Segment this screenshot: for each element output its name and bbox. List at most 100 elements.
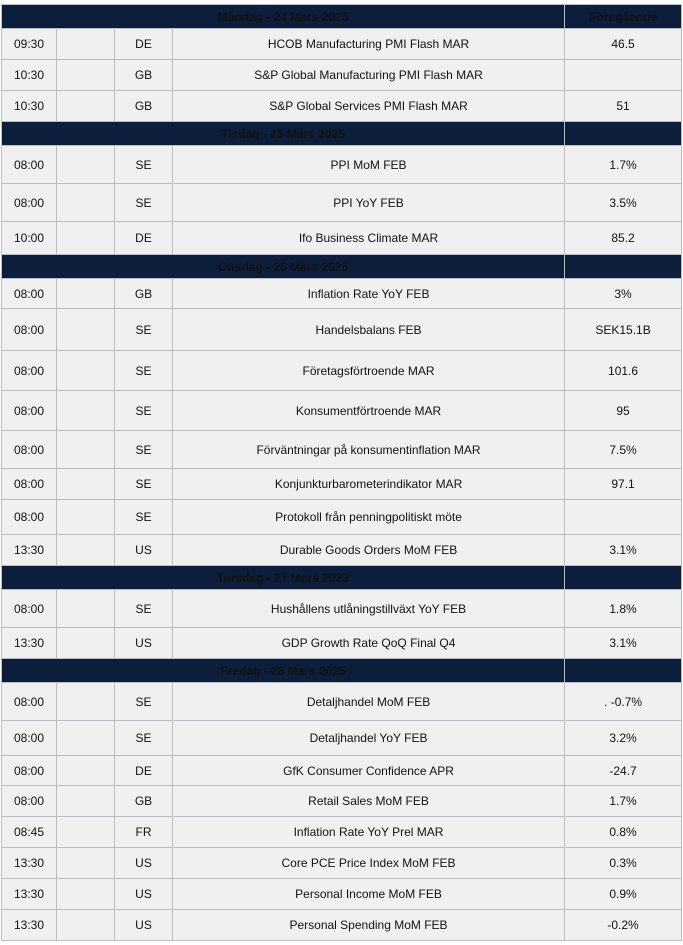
event-name: Konjunkturbarometerindikator MAR	[171, 468, 566, 500]
event-row: 08:00 SE Detaljhandel MoM FEB. -0.7%	[1, 682, 683, 721]
day-title: Tisdag - 25 Mars 2025	[0, 121, 566, 146]
event-country: SE	[114, 468, 173, 500]
event-country: SE	[114, 350, 173, 391]
event-name: Core PCE Price Index MoM FEB	[171, 847, 566, 879]
event-country: FR	[114, 816, 173, 848]
event-row: 08:45 FR Inflation Rate YoY Prel MAR 0.8%	[1, 816, 683, 848]
event-row: 08:00 SE PPI MoM FEB 1.7%	[1, 145, 683, 184]
event-country: US	[114, 627, 173, 659]
event-time: 08:00	[1, 350, 57, 391]
event-row: 08:00 SE Detaljhandel YoY FEB 3.2%	[1, 720, 683, 756]
flag-cell	[56, 785, 115, 817]
event-time: 08:00	[1, 720, 57, 756]
event-name: Durable Goods Orders MoM FEB	[171, 534, 566, 566]
event-row: 10:30 GB S&P Global Manufacturing PMI Flas…	[1, 59, 683, 91]
event-previous: 0.9%	[564, 878, 683, 910]
event-row: 10:00 DE Ifo Business Climate MAR 85.2	[1, 221, 683, 255]
event-time: 13:30	[1, 909, 57, 941]
event-time: 13:30	[1, 847, 57, 879]
event-name: Inflation Rate YoY FEB	[171, 278, 566, 309]
event-previous: 85.2	[564, 221, 683, 255]
event-previous: 3.2%	[564, 720, 683, 756]
event-country: US	[114, 909, 173, 941]
event-country: GB	[114, 278, 173, 309]
event-row: 13:30 US Personal Income MoM FEB 0.9%	[1, 878, 683, 910]
flag-cell	[56, 720, 115, 756]
flag-cell	[56, 430, 115, 469]
event-row: 08:00 SE Handelsbalans FEB SEK15.1B	[1, 308, 683, 351]
day-title: Torsdag - 27 Mars 2025	[0, 565, 566, 590]
flag-cell	[56, 755, 115, 786]
event-time: 08:00	[1, 589, 57, 628]
event-row: 08:00 SE Protokoll från penningpolitiskt m…	[1, 499, 683, 535]
event-previous: 1.8%	[564, 589, 683, 628]
event-time: 08:00	[1, 390, 57, 431]
event-country: SE	[114, 308, 173, 351]
event-previous	[564, 59, 683, 91]
event-previous: 1.7%	[564, 145, 683, 184]
event-country: DE	[114, 221, 173, 255]
event-time: 08:00	[1, 145, 57, 184]
event-name: Detaljhandel YoY FEB	[171, 720, 566, 756]
event-previous: 95	[564, 390, 683, 431]
day-title: Fredag - 28 Mars 2025	[0, 658, 566, 683]
event-country: US	[114, 534, 173, 566]
event-previous: 3.1%	[564, 534, 683, 566]
event-time: 08:00	[1, 468, 57, 500]
day-header-row: Måndag - 24 Mars 2025 Föregående	[0, 4, 683, 29]
event-time: 13:30	[1, 878, 57, 910]
flag-cell	[56, 499, 115, 535]
event-country: SE	[114, 720, 173, 756]
event-name: Retail Sales MoM FEB	[171, 785, 566, 817]
previous-column-header	[564, 658, 683, 683]
event-row: 13:30 US Personal Spending MoM FEB -0.2%	[1, 909, 683, 941]
event-row: 08:00 GB Inflation Rate YoY FEB 3%	[1, 278, 683, 309]
event-name: Förväntningar på konsumentinflation MAR	[171, 430, 566, 469]
event-name: PPI MoM FEB	[171, 145, 566, 184]
event-name: S&P Global Manufacturing PMI Flash MAR	[171, 59, 566, 91]
event-name: Handelsbalans FEB	[171, 308, 566, 351]
event-row: 08:00 SE Förväntningar på konsumentinflati…	[1, 430, 683, 469]
event-row: 08:00 SE Företagsförtroende MAR 101.6	[1, 350, 683, 391]
flag-cell	[56, 878, 115, 910]
event-time: 10:30	[1, 90, 57, 122]
event-previous: 0.8%	[564, 816, 683, 848]
event-name: Hushållens utlåningstillväxt YoY FEB	[171, 589, 566, 628]
event-previous: 0.3%	[564, 847, 683, 879]
flag-cell	[56, 627, 115, 659]
event-country: SE	[114, 390, 173, 431]
event-row: 08:00 DE GfK Consumer Confidence APR -24.7	[1, 755, 683, 786]
flag-cell	[56, 682, 115, 721]
event-name: HCOB Manufacturing PMI Flash MAR	[171, 28, 566, 60]
event-name: S&P Global Services PMI Flash MAR	[171, 90, 566, 122]
flag-cell	[56, 221, 115, 255]
event-country: US	[114, 847, 173, 879]
economic-calendar-table: Måndag - 24 Mars 2025 Föregående 09:30 DE HC…	[0, 4, 683, 941]
event-time: 08:00	[1, 183, 57, 222]
event-time: 08:00	[1, 785, 57, 817]
event-previous: 7.5%	[564, 430, 683, 469]
flag-cell	[56, 278, 115, 309]
day-header-row: Tisdag - 25 Mars 2025	[0, 121, 683, 146]
event-country: SE	[114, 145, 173, 184]
event-previous: -24.7	[564, 755, 683, 786]
event-previous: 97.1	[564, 468, 683, 500]
event-time: 09:30	[1, 28, 57, 60]
flag-cell	[56, 28, 115, 60]
event-name: PPI YoY FEB	[171, 183, 566, 222]
flag-cell	[56, 183, 115, 222]
flag-cell	[56, 390, 115, 431]
event-previous: 3%	[564, 278, 683, 309]
previous-column-header	[564, 121, 683, 146]
flag-cell	[56, 90, 115, 122]
day-title: Onsdag - 26 Mars 2025	[0, 254, 566, 279]
event-time: 08:00	[1, 755, 57, 786]
flag-cell	[56, 468, 115, 500]
flag-cell	[56, 909, 115, 941]
previous-column-header	[564, 565, 683, 590]
day-header-row: Torsdag - 27 Mars 2025	[0, 565, 683, 590]
event-row: 10:30 GB S&P Global Services PMI Flash MAR…	[1, 90, 683, 122]
event-previous: SEK15.1B	[564, 308, 683, 351]
event-country: SE	[114, 183, 173, 222]
previous-column-header: Föregående	[564, 4, 683, 29]
